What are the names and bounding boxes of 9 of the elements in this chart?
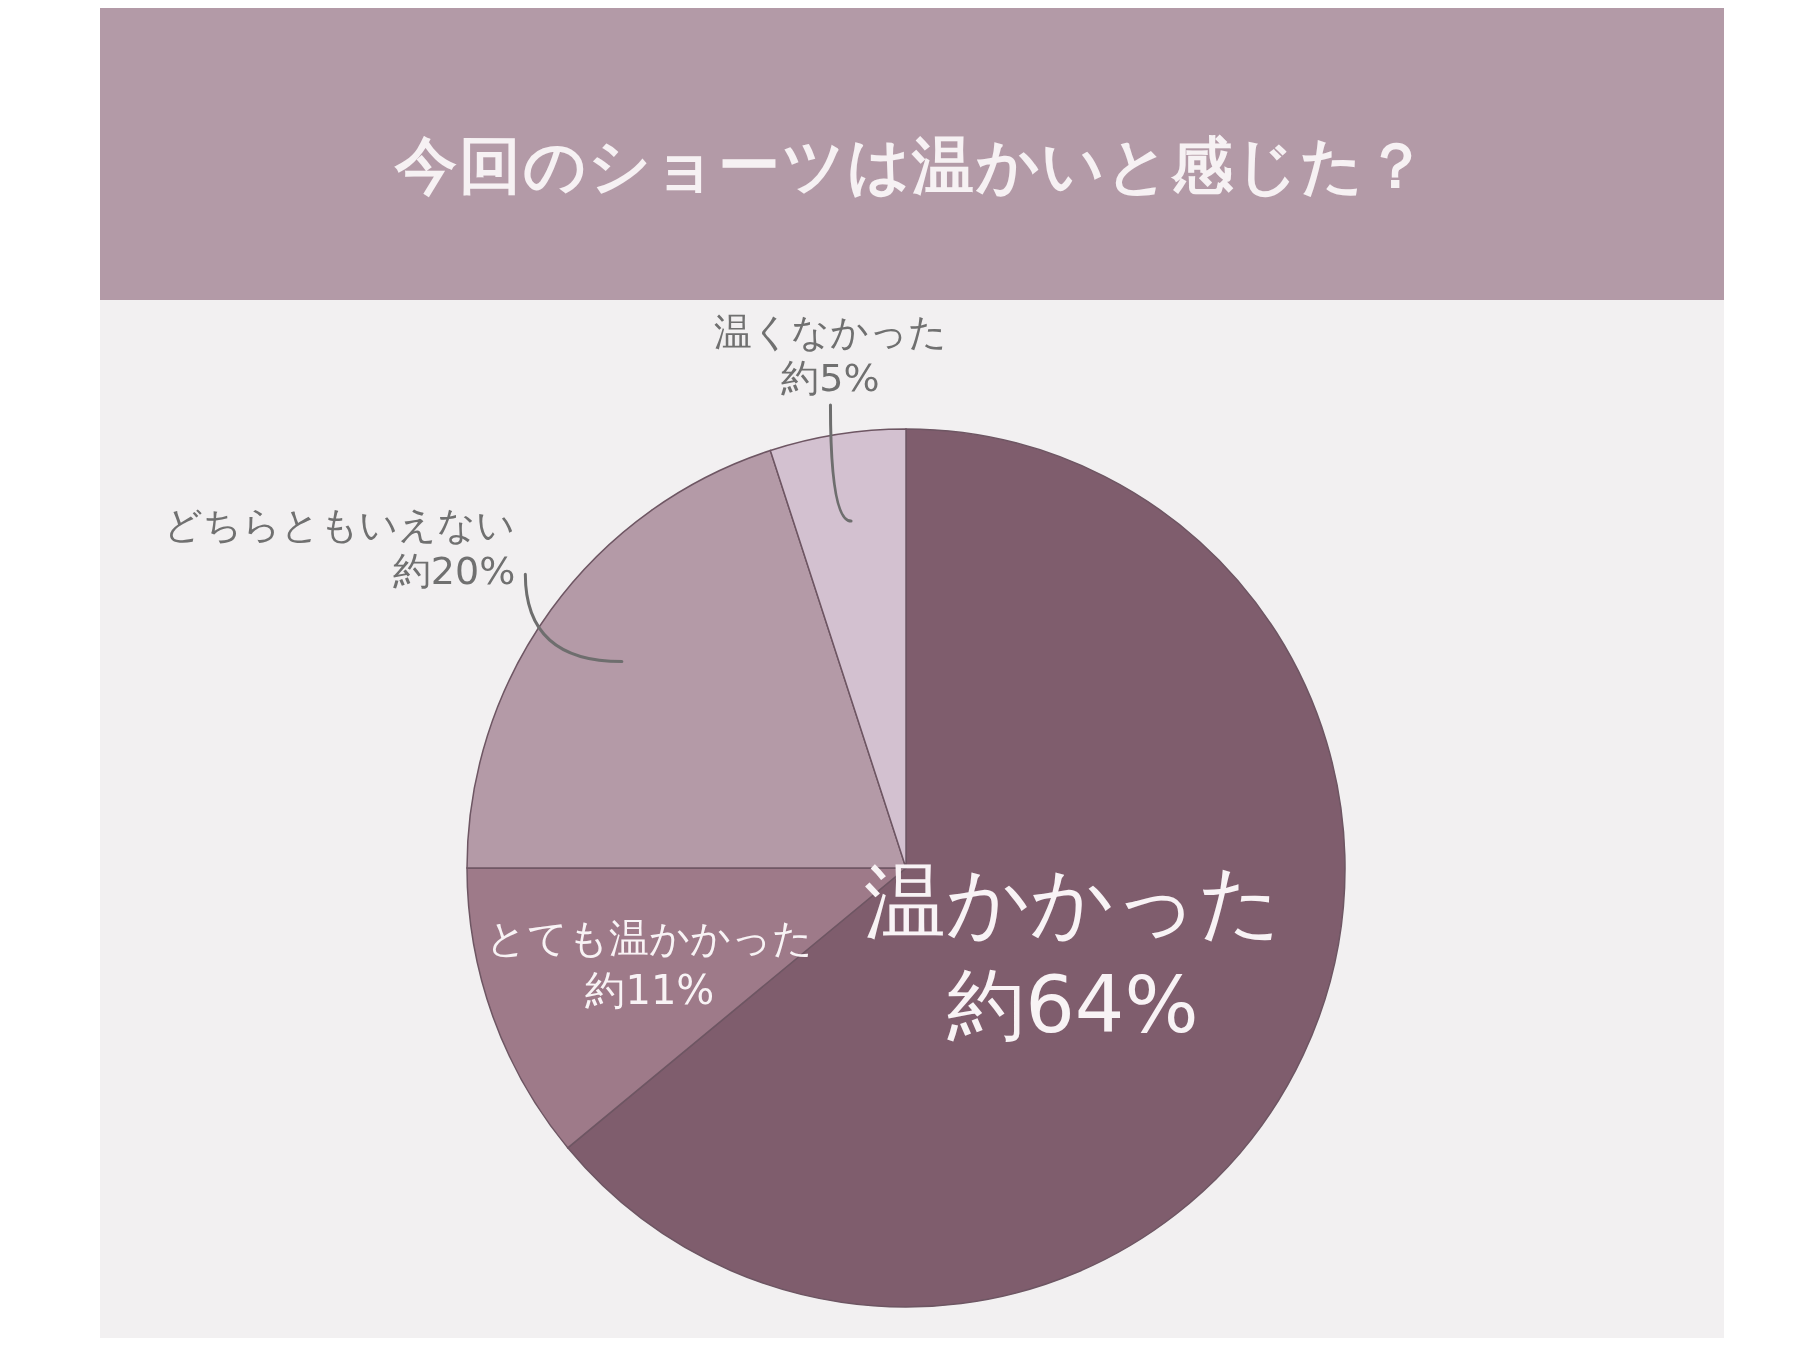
slice-label: どちらともいえない [164,503,516,548]
data-label: 約11% [585,967,715,1014]
slice-label: 温かかった [863,854,1282,950]
slice-label: とても温かかった [486,915,814,962]
data-label: 約5% [781,356,880,401]
data-label: 約20% [392,549,516,594]
data-label: 約64% [947,960,1199,1051]
chart-title: 今回のショーツは温かいと感じた？ [394,129,1429,203]
slice-label: 温くなかった [713,310,947,355]
